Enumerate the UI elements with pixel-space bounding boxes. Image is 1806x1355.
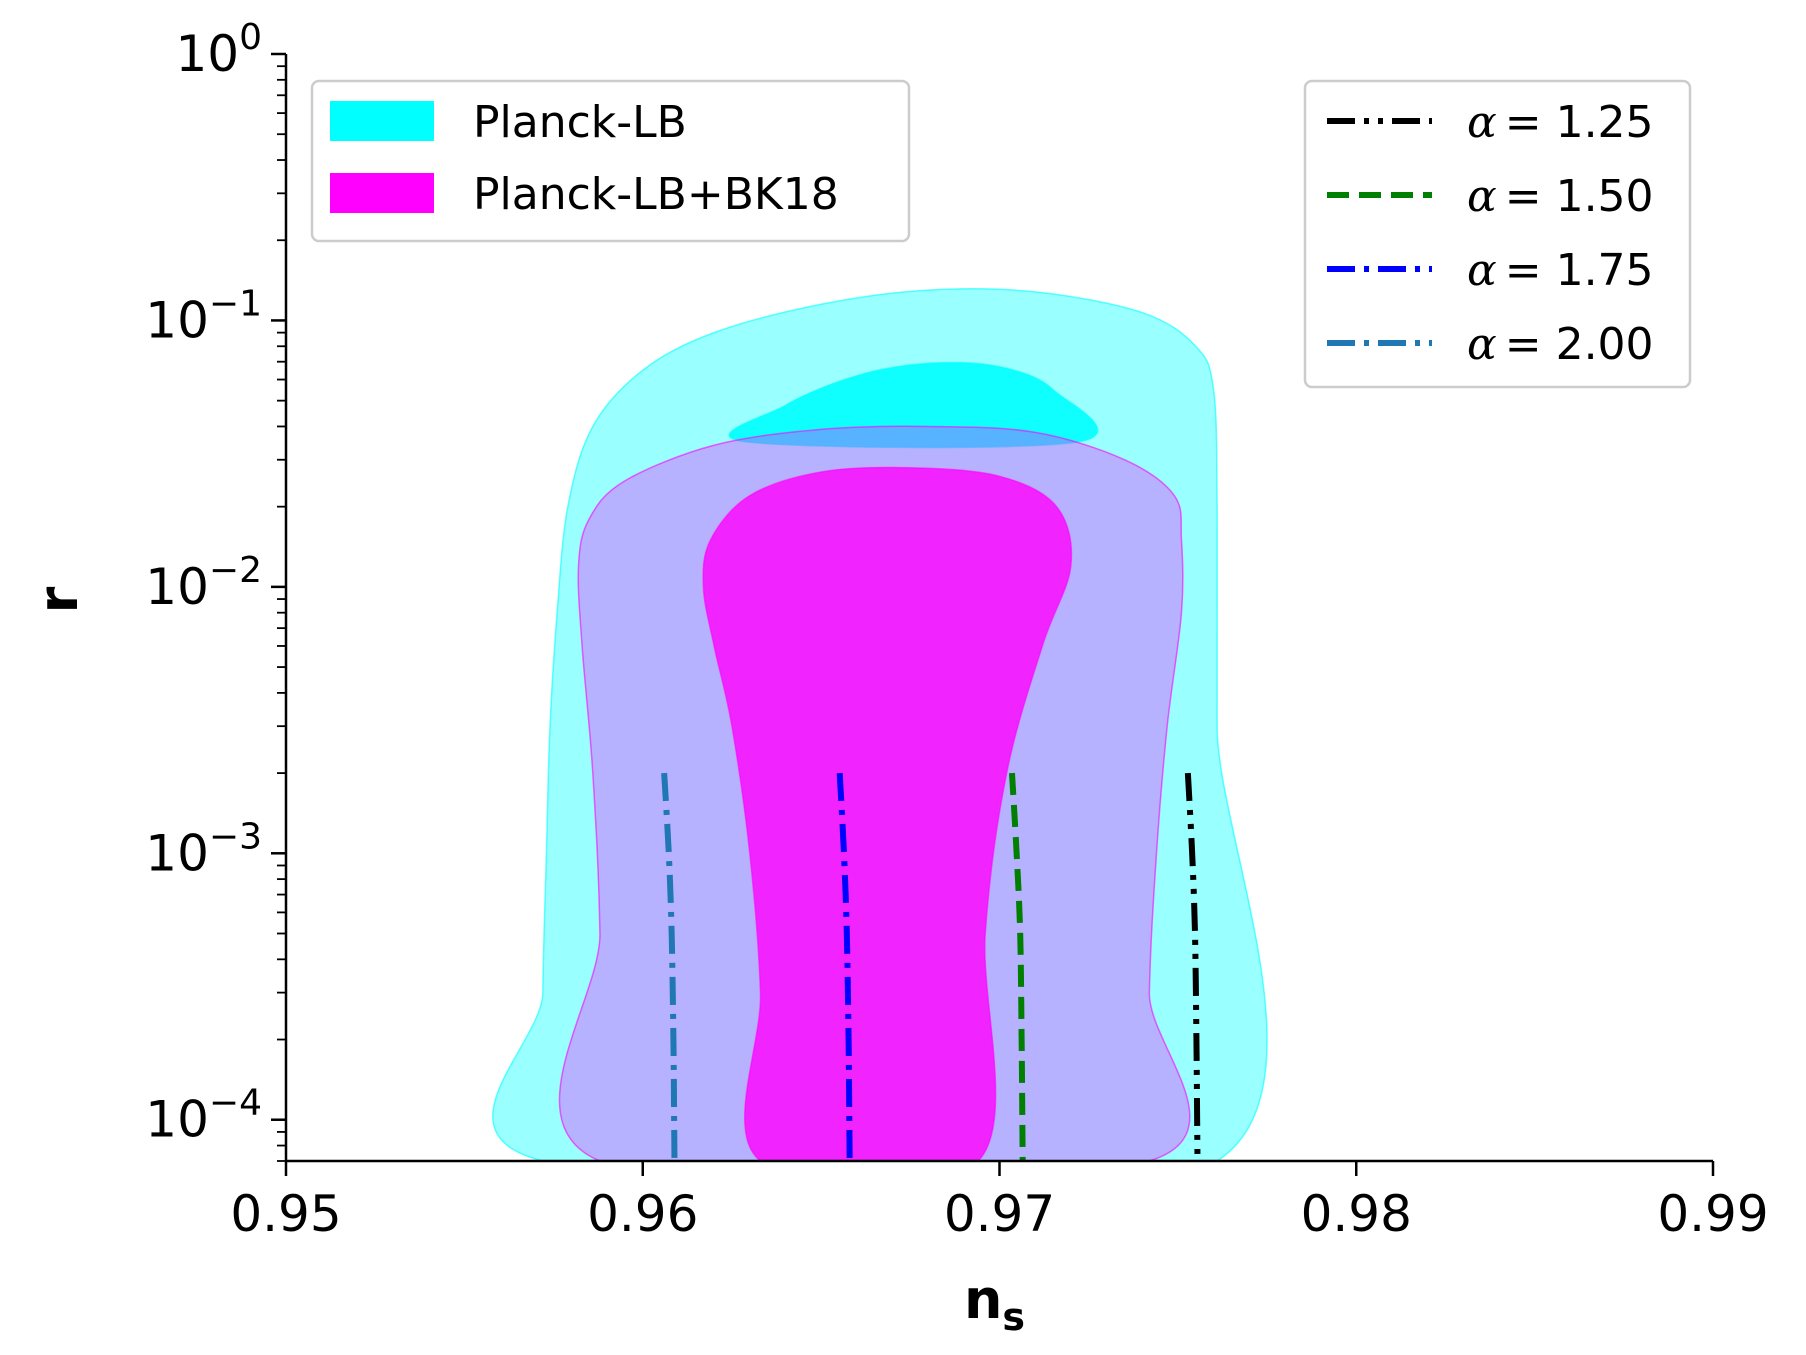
legend-symbol: α (1467, 319, 1497, 370)
legend-equation: = 2.00 (1505, 319, 1654, 370)
x-axis-title: ns (964, 1268, 1025, 1339)
x-tick-label: 0.99 (1657, 1185, 1768, 1243)
model-lines (661, 772, 1201, 1161)
y-tick-exponent: −4 (209, 1083, 262, 1124)
legend-symbol: α (1467, 97, 1497, 148)
series-line-alpha-2 (1008, 772, 1026, 1161)
y-tick-label: 10−4 (145, 1083, 262, 1149)
y-tick-exponent: −3 (209, 816, 262, 857)
y-tick-base: 10 (145, 824, 209, 882)
legend-label: Planck-LB+BK18 (473, 169, 839, 220)
series-line-alpha-1 (1184, 772, 1201, 1161)
legend-label: α = 1.25 (1467, 97, 1654, 148)
legend-equation: = 1.75 (1505, 245, 1654, 296)
y-tick-label: 10−2 (145, 550, 262, 616)
legend-label: Planck-LB (473, 97, 687, 148)
legend-label: α = 1.50 (1467, 171, 1654, 222)
legend-label: α = 2.00 (1467, 319, 1654, 370)
legend-box-regions (310, 79, 911, 243)
legend-equation: = 1.25 (1505, 97, 1654, 148)
y-tick-label: 100 (175, 17, 262, 83)
legend-swatch (330, 101, 434, 141)
x-tick-label: 0.98 (1301, 1185, 1412, 1243)
y-tick-label: 10−3 (145, 816, 262, 882)
y-tick-base: 10 (175, 25, 239, 83)
y-tick-exponent: −1 (209, 283, 262, 324)
x-tick-label: 0.95 (230, 1185, 341, 1243)
series-line-alpha-4 (661, 772, 678, 1161)
y-tick-base: 10 (145, 558, 209, 616)
x-axis-title-main: n (964, 1268, 1002, 1331)
legend-box-lines (1303, 79, 1692, 389)
legend-symbol: α (1467, 171, 1497, 222)
y-tick-base: 10 (145, 1091, 209, 1149)
y-tick-label: 10−1 (145, 283, 262, 349)
x-tick-label: 0.96 (587, 1185, 698, 1243)
confidence-regions (492, 287, 1268, 1161)
x-tick-label: 0.97 (944, 1185, 1055, 1243)
series-line-alpha-3 (836, 772, 853, 1161)
y-tick-exponent: −2 (209, 550, 262, 591)
region-planck-lb-inner (728, 361, 1099, 449)
y-tick-exponent: 0 (239, 17, 262, 58)
legend-swatch (330, 173, 434, 213)
x-axis-title-subscript: s (1002, 1295, 1025, 1339)
legend-symbol: α (1467, 245, 1497, 296)
y-tick-base: 10 (145, 291, 209, 349)
legend-label: α = 1.75 (1467, 245, 1654, 296)
y-axis-title: r (27, 586, 90, 613)
region-planck-lb-bk18-inner (702, 466, 1073, 1161)
legend-equation: = 1.50 (1505, 171, 1654, 222)
axes: 0.95 0.96 0.97 0.98 0.9910010−110−210−310−4n… (27, 17, 1769, 1339)
